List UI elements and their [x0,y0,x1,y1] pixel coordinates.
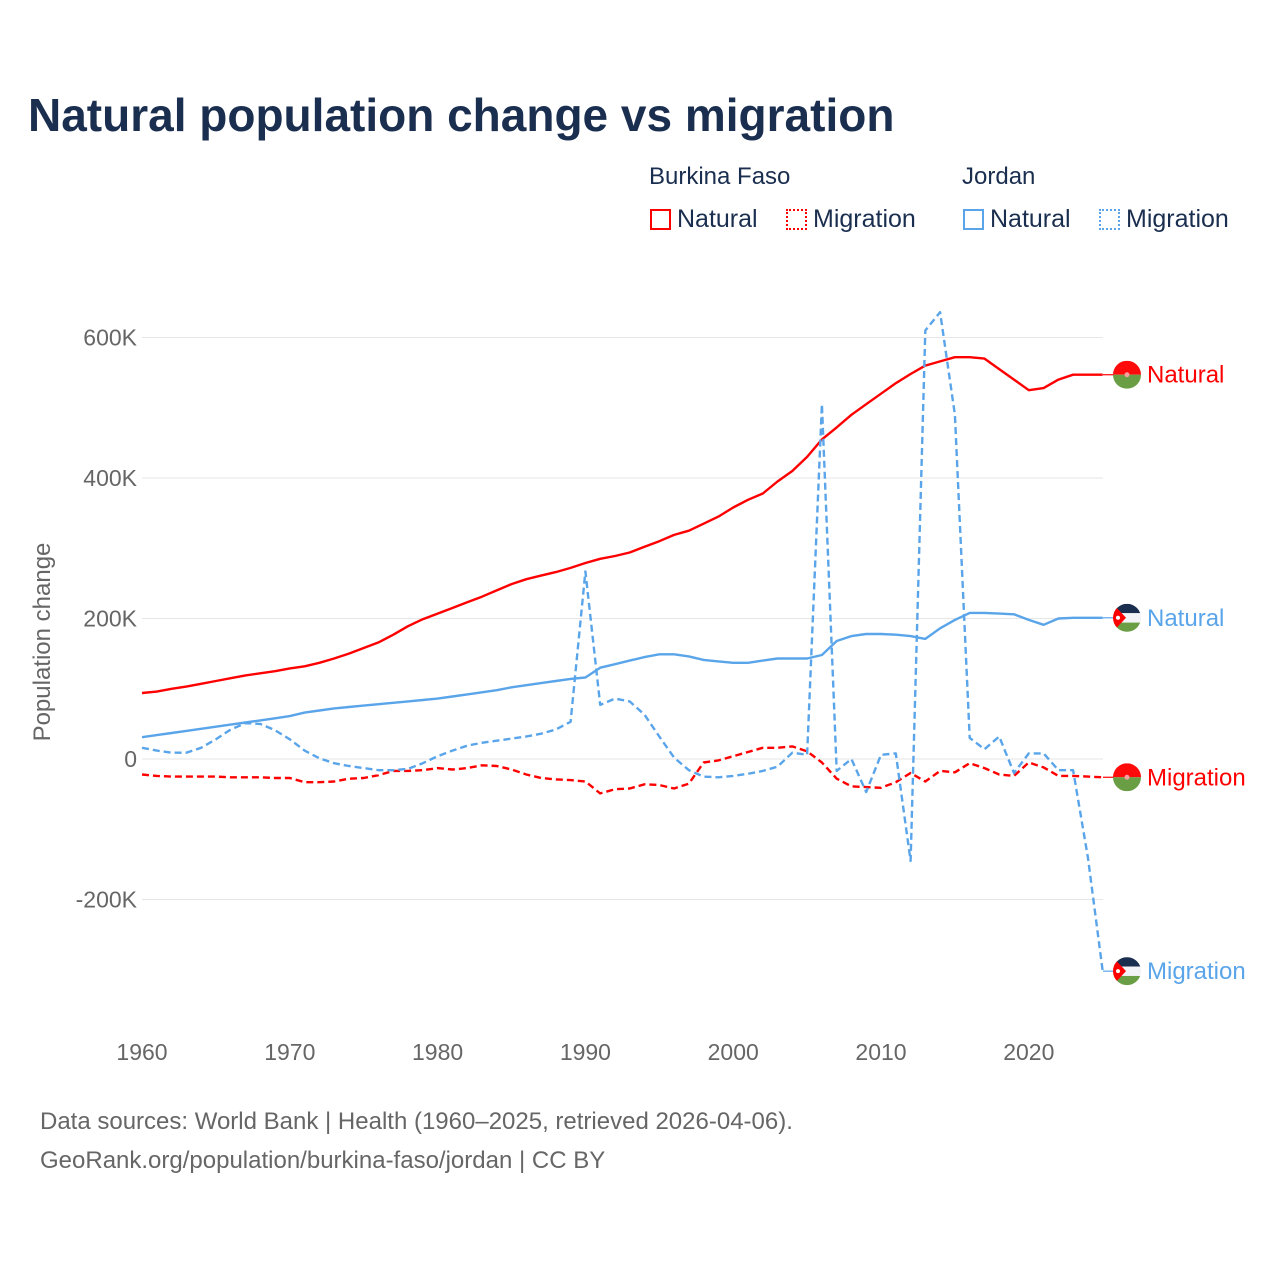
chart-title: Natural population change vs migration [28,89,895,141]
x-tick-label: 1980 [412,1039,463,1065]
legend-group-burkina-faso: Burkina Faso [649,163,791,190]
y-tick-label: 600K [83,325,137,351]
legend-burkina-migration[interactable]: Migration [786,205,916,234]
y-tick-label: -200K [76,887,138,913]
legend-swatch-solid [963,209,984,230]
footer-sources: Data sources: World Bank | Health (1960–… [40,1108,793,1135]
burkina-faso-flag-icon [1113,763,1141,792]
burkina-faso-flag-icon [1113,360,1141,389]
series-line-jordan-migration[interactable] [141,311,1104,972]
series-line-burkina-faso-migration[interactable] [141,745,1103,795]
series-line-burkina-faso-natural[interactable] [141,356,1103,695]
y-tick-label: 400K [83,465,137,491]
legend-swatch-dotted [786,209,807,230]
legend-group-jordan: Jordan [962,163,1036,190]
y-tick-label: 200K [83,606,137,632]
legend-jordan-natural[interactable]: Natural [963,205,1071,234]
y-axis-label: Population change [29,543,56,742]
end-label-burkina-faso-migration: Migration [1147,764,1246,791]
legend-label: Migration [1126,205,1229,233]
x-tick-label: 1960 [116,1039,167,1065]
x-tick-label: 1990 [560,1039,611,1065]
x-tick-label: 2020 [1003,1039,1054,1065]
jordan-flag-icon [1113,603,1141,632]
x-tick-label: 2000 [708,1039,759,1065]
jordan-flag-icon [1113,957,1141,986]
legend-swatch-solid [650,209,671,230]
y-tick-label: 0 [124,746,137,772]
legend-label: Migration [813,205,916,233]
legend-swatch-dotted [1099,209,1120,230]
legend-label: Natural [990,205,1071,233]
footer-link[interactable]: GeoRank.org/population/burkina-faso/jord… [40,1147,606,1174]
x-tick-label: 2010 [855,1039,906,1065]
legend-jordan-migration[interactable]: Migration [1099,205,1229,234]
end-label-jordan-natural: Natural [1147,605,1224,632]
legend-label: Natural [677,205,758,233]
end-label-jordan-migration: Migration [1147,958,1246,985]
legend-burkina-natural[interactable]: Natural [650,205,758,234]
x-tick-label: 1970 [264,1039,315,1065]
series-line-jordan-natural[interactable] [141,611,1103,739]
end-label-burkina-faso-natural: Natural [1147,362,1224,389]
